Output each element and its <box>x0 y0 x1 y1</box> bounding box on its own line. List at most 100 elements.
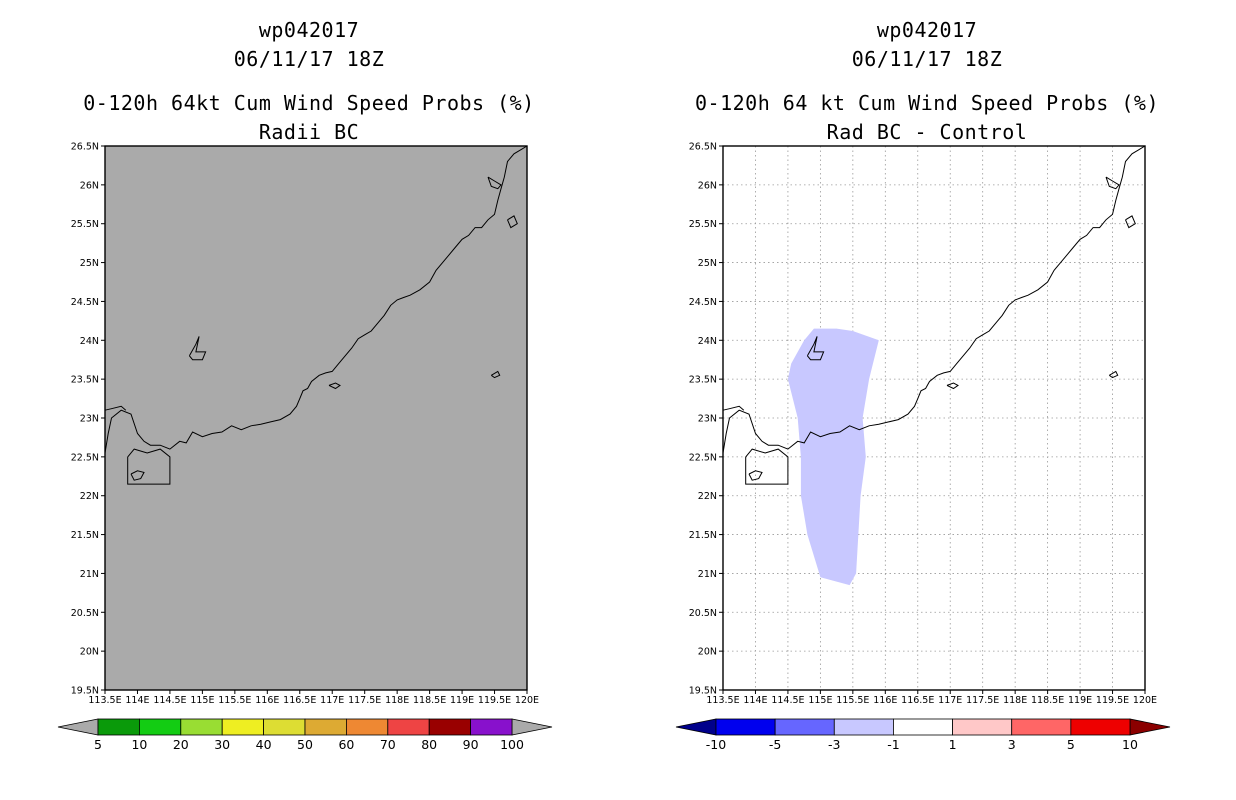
probability-difference-region <box>787 328 879 586</box>
lat-tick-label: 24N <box>80 336 99 347</box>
lat-tick-label: 20N <box>698 647 717 658</box>
coastline-pingtan <box>507 215 518 229</box>
colorbar-swatch <box>304 718 347 736</box>
colorbar-label: -10 <box>706 737 726 752</box>
lat-tick-label: 22N <box>698 491 717 502</box>
right-panel: wp042017 06/11/17 18Z 0-120h 64 kt Cum W… <box>618 0 1236 800</box>
left-map: 113.5E 114E 114.5E 115E 115.5E 116E 116.5E 117E… <box>57 142 553 752</box>
right-title-product: 0-120h 64 kt Cum Wind Speed Probs (%) <box>694 91 1160 115</box>
colorbar-swatch <box>1070 718 1131 736</box>
lon-tick-label: 119E <box>1068 695 1092 706</box>
lat-tick-label: 23.5N <box>71 375 99 386</box>
colorbar-label: 10 <box>1122 737 1138 752</box>
lat-tick-label: 24.5N <box>689 297 717 308</box>
coastline-pearl-river <box>104 405 127 411</box>
colorbar-label: -1 <box>887 737 899 752</box>
lat-tick-label: 26.5N <box>71 142 99 153</box>
coastline-pingtan <box>1125 215 1136 229</box>
colorbar-swatch <box>428 718 472 736</box>
lat-tick-label: 23.5N <box>689 375 717 386</box>
coastline-lantau <box>130 470 145 481</box>
colorbar-low-triangle <box>57 718 99 736</box>
colorbar-swatch <box>470 718 513 736</box>
lat-tick-label: 21N <box>698 569 717 580</box>
colorbar-swatch <box>387 718 430 736</box>
lat-tick-label: 25N <box>698 258 717 269</box>
lon-tick-label: 119.5E <box>478 695 511 706</box>
lat-tick-label: 19.5N <box>71 686 99 697</box>
lon-tick-label: 120E <box>1133 695 1157 706</box>
lon-tick-label: 114.5E <box>771 695 804 706</box>
colorbar-swatch <box>774 718 835 736</box>
colorbar-swatch <box>180 718 223 736</box>
colorbar-label: 50 <box>297 737 313 752</box>
coastline-mainland <box>104 145 528 454</box>
colorbar-label: -3 <box>828 737 840 752</box>
coastline-nanao <box>328 382 341 390</box>
coastline-mainland <box>722 145 1146 454</box>
coastline-lantau <box>748 470 763 481</box>
colorbar-swatch <box>263 718 306 736</box>
lat-tick-label: 26N <box>80 180 99 191</box>
colorbar-swatch <box>715 718 776 736</box>
colorbar-label: 5 <box>94 737 102 752</box>
colorbar-label: 5 <box>1067 737 1075 752</box>
right-title-datetime: 06/11/17 18Z <box>851 47 1003 71</box>
colorbar-swatch <box>893 718 953 736</box>
coastline-hong-kong <box>745 448 789 485</box>
lon-tick-label: 116.5E <box>283 695 316 706</box>
colorbar-label: -5 <box>769 737 781 752</box>
lon-tick-label: 115E <box>190 695 214 706</box>
lat-tick-label: 25.5N <box>71 219 99 230</box>
colorbar-swatch <box>1011 718 1072 736</box>
lat-tick-label: 21.5N <box>71 530 99 541</box>
lon-tick-label: 115.5E <box>836 695 869 706</box>
lon-tick-label: 117E <box>938 695 962 706</box>
right-title-storm-id: wp042017 <box>876 18 978 42</box>
lon-tick-label: 114.5E <box>153 695 186 706</box>
lon-tick-label: 113.5E <box>88 695 121 706</box>
lon-tick-label: 114E <box>125 695 149 706</box>
lat-tick-label: 25.5N <box>689 219 717 230</box>
lat-tick-label: 22.5N <box>689 452 717 463</box>
lat-tick-label: 25N <box>80 258 99 269</box>
right-title-subtitle: Rad BC - Control <box>826 120 1028 144</box>
lon-tick-label: 119.5E <box>1096 695 1129 706</box>
colorbar-label: 20 <box>173 737 189 752</box>
colorbar-swatch <box>138 718 182 736</box>
coastline-penghu <box>491 370 501 379</box>
left-title-storm-id: wp042017 <box>258 18 360 42</box>
lat-tick-label: 20N <box>80 647 99 658</box>
lon-tick-label: 117E <box>320 695 344 706</box>
coastline-pearl-river <box>722 405 745 411</box>
coastline-nanao <box>946 382 959 390</box>
lon-tick-label: 113.5E <box>706 695 739 706</box>
colorbar-low-triangle <box>675 718 717 736</box>
lon-tick-label: 120E <box>515 695 539 706</box>
lon-tick-label: 118.5E <box>413 695 446 706</box>
left-panel: wp042017 06/11/17 18Z 0-120h 64kt Cum Wi… <box>57 18 553 752</box>
colorbar-label: 60 <box>338 737 354 752</box>
colorbar-label: 90 <box>463 737 479 752</box>
lat-tick-label: 23N <box>698 414 717 425</box>
coastline-fuzhou-bay <box>1105 176 1120 190</box>
colorbar-label: 100 <box>500 737 524 752</box>
lon-tick-label: 117.5E <box>348 695 381 706</box>
colorbar-label: 1 <box>949 737 957 752</box>
left-title-datetime: 06/11/17 18Z <box>233 47 385 71</box>
lat-tick-label: 21N <box>80 569 99 580</box>
lon-tick-label: 118E <box>385 695 409 706</box>
lon-tick-label: 116E <box>255 695 279 706</box>
colorbar-label: 40 <box>256 737 272 752</box>
lon-tick-label: 115.5E <box>218 695 251 706</box>
left-title-product: 0-120h 64kt Cum Wind Speed Probs (%) <box>83 91 535 115</box>
lat-tick-label: 22N <box>80 491 99 502</box>
colorbar-label: 30 <box>214 737 230 752</box>
lat-tick-label: 20.5N <box>71 608 99 619</box>
lon-tick-label: 119E <box>450 695 474 706</box>
lon-tick-label: 116E <box>873 695 897 706</box>
lon-tick-label: 114E <box>743 695 767 706</box>
left-title-subtitle: Radii BC <box>258 120 360 144</box>
lat-tick-label: 22.5N <box>71 452 99 463</box>
lon-tick-label: 116.5E <box>901 695 934 706</box>
